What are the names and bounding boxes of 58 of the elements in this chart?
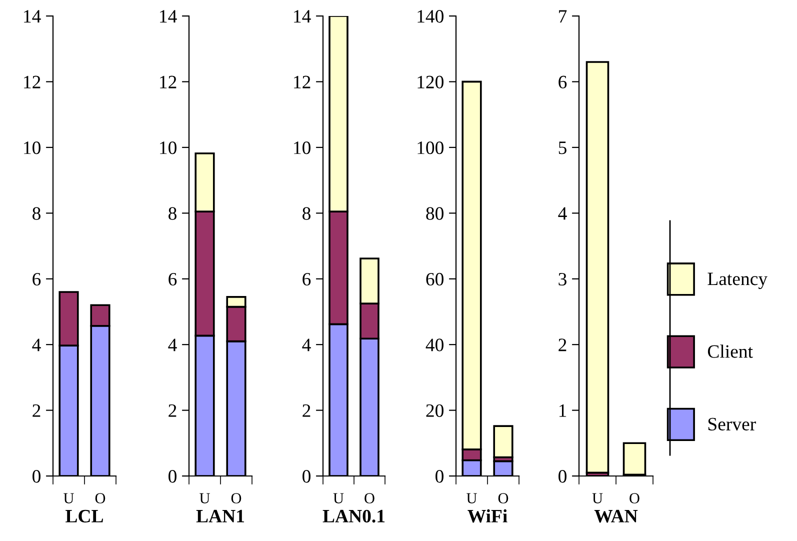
y-tick-label: 40 [426, 338, 444, 352]
x-tick-label: O [231, 493, 242, 504]
y-tick-label: 6 [558, 76, 567, 88]
y-tick-label: 0 [32, 470, 40, 483]
y-tick-label: 2 [558, 338, 566, 352]
y-tick-label: 1 [559, 404, 566, 417]
y-tick-label: 14 [160, 10, 177, 23]
x-tick-label: U [64, 493, 74, 504]
y-tick-label: 12 [160, 76, 176, 88]
legend-label: Server [708, 418, 756, 430]
y-tick-label: 100 [418, 141, 444, 154]
y-tick-label: 4 [168, 338, 177, 352]
y-tick-label: 6 [302, 272, 311, 286]
x-tick-label: O [95, 493, 106, 504]
y-tick-label: 14 [294, 10, 311, 23]
y-tick-label: 120 [418, 76, 444, 88]
y-tick-label: 8 [302, 207, 310, 220]
x-tick-label: O [630, 493, 640, 504]
y-tick-label: 4 [558, 207, 567, 220]
y-tick-label: 8 [168, 207, 176, 220]
y-tick-label: 10 [294, 141, 310, 154]
legend-label: Latency [708, 272, 768, 290]
y-tick-label: 20 [426, 404, 444, 417]
y-tick-label: 0 [168, 470, 176, 483]
x-axis-title: LAN0.1 [322, 510, 385, 523]
y-tick-label: 10 [24, 141, 40, 154]
y-tick-label: 4 [302, 338, 311, 352]
x-tick-label: O [364, 493, 374, 504]
y-tick-label: 8 [32, 207, 40, 220]
y-tick-label: 140 [418, 10, 444, 23]
x-tick-label: U [333, 493, 344, 504]
y-tick-label: 4 [32, 338, 41, 352]
y-tick-label: 3 [558, 272, 566, 286]
y-tick-label: 12 [24, 76, 40, 88]
x-tick-label: U [200, 493, 210, 504]
x-tick-label: U [466, 493, 477, 504]
y-tick-label: 5 [558, 142, 566, 154]
y-tick-label: 60 [426, 272, 444, 286]
x-axis-title: WAN [594, 510, 638, 523]
y-tick-label: 0 [558, 470, 566, 483]
y-tick-label: 6 [32, 272, 41, 286]
y-tick-label: 2 [302, 404, 310, 417]
x-axis-title: WiFi [468, 509, 508, 523]
y-tick-label: 6 [168, 272, 177, 286]
y-tick-label: 80 [426, 207, 444, 220]
y-tick-label: 14 [24, 10, 41, 23]
legend-label: Client [708, 344, 753, 358]
y-tick-label: 12 [294, 76, 310, 88]
y-tick-label: 10 [160, 141, 176, 154]
y-tick-label: 2 [32, 404, 40, 417]
x-tick-label: U [592, 493, 603, 504]
x-axis-title: LAN1 [196, 510, 244, 522]
x-tick-label: O [498, 493, 508, 504]
y-tick-label: 2 [168, 404, 176, 417]
y-tick-label: 0 [436, 470, 444, 483]
y-tick-label: 7 [559, 10, 567, 23]
y-tick-label: 0 [302, 470, 310, 483]
x-axis-title: LCL [66, 510, 103, 522]
